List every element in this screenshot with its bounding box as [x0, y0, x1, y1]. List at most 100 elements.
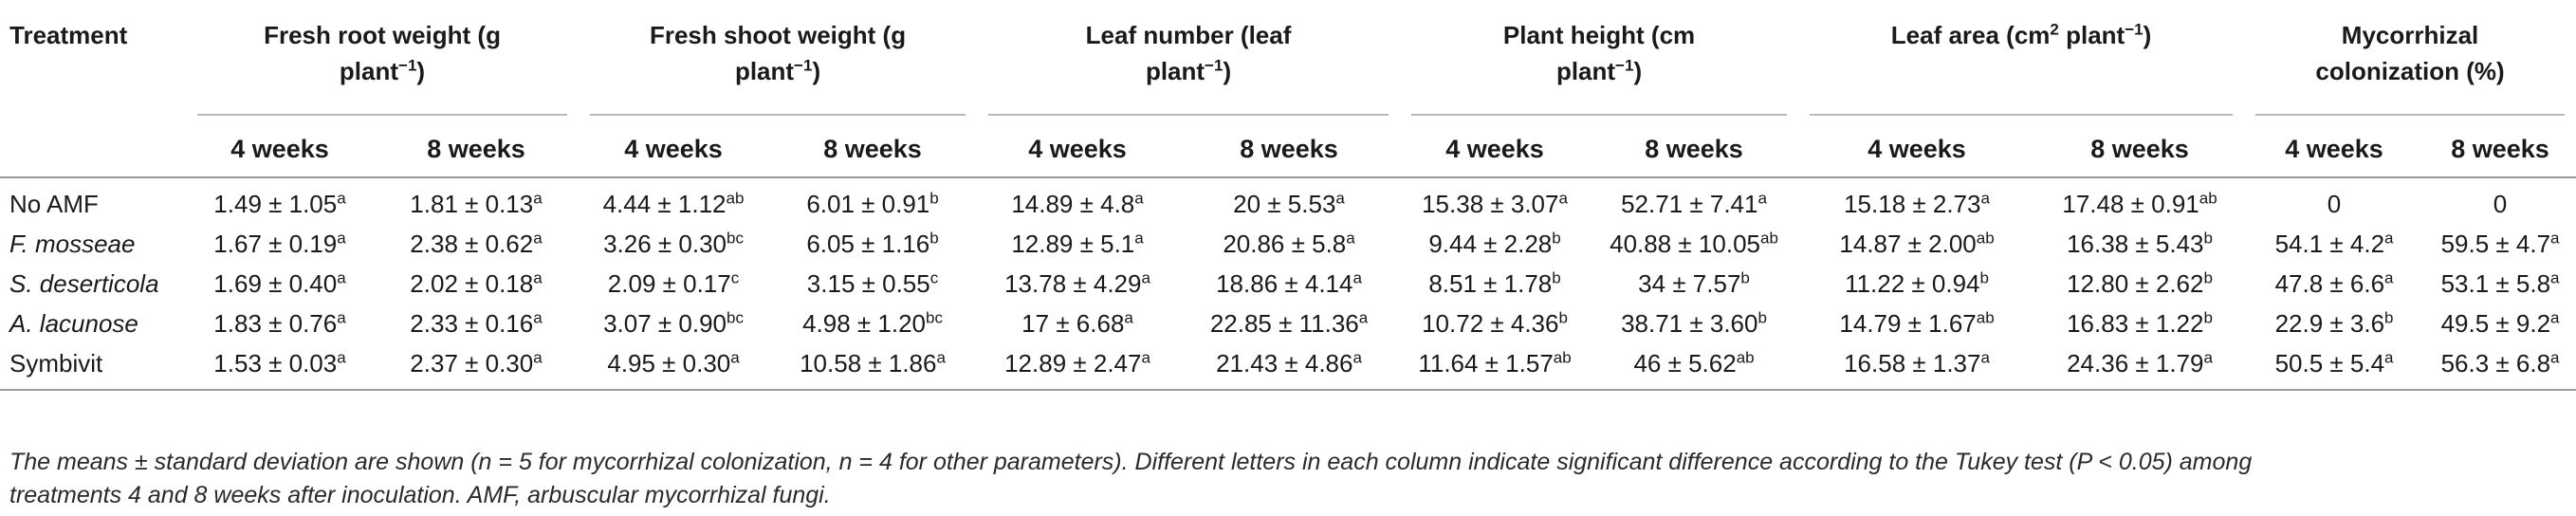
mean-sd-value: 50.5 ± 5.4 — [2274, 348, 2385, 378]
value-cell: 47.8 ± 6.6a — [2244, 264, 2424, 304]
significance-letter: a — [1124, 307, 1133, 326]
value-cell: 21.43 ± 4.86a — [1178, 343, 1401, 391]
significance-letter: a — [1141, 267, 1150, 286]
significance-letter: b — [1979, 267, 1989, 286]
mean-sd-value: 1.83 ± 0.76 — [213, 308, 338, 338]
value-cell: 10.58 ± 1.86a — [768, 343, 978, 391]
value-cell: 14.79 ± 1.67ab — [1798, 304, 2035, 343]
group-underline — [977, 114, 1400, 121]
value-cell: 10.72 ± 4.36b — [1400, 304, 1590, 343]
value-cell: 0 — [2424, 176, 2576, 224]
footnote-line: The means ± standard deviation are shown… — [9, 449, 2253, 475]
header-sup: −1 — [2125, 20, 2144, 39]
value-cell: 46 ± 5.62ab — [1590, 343, 1799, 391]
value-cell: 24.36 ± 1.79a — [2035, 343, 2245, 391]
value-cell: 13.78 ± 4.29a — [977, 264, 1178, 304]
mean-sd-value: 20 ± 5.53 — [1233, 189, 1336, 218]
value-cell: 14.89 ± 4.8a — [977, 176, 1179, 224]
value-cell: 3.15 ± 0.55c — [768, 264, 977, 304]
value-cell: 1.69 ± 0.40a — [186, 264, 374, 304]
value-cell: 12.80 ± 2.62b — [2035, 264, 2244, 304]
value-cell: 1.53 ± 0.03a — [186, 343, 374, 391]
significance-letter: b — [1552, 228, 1561, 247]
significance-letter: a — [1134, 188, 1144, 207]
header-underline-row — [0, 114, 2576, 121]
significance-letter: a — [533, 188, 543, 207]
significance-letter: a — [1358, 307, 1369, 326]
value-cell: 17 ± 6.68a — [977, 304, 1178, 343]
mean-sd-value: 14.87 ± 2.00 — [1839, 229, 1977, 258]
significance-letter: a — [533, 267, 543, 286]
value-cell: 11.64 ± 1.57ab — [1400, 343, 1591, 391]
header-text: Mycorrhizal — [2341, 21, 2479, 49]
mean-sd-value: 1.69 ± 0.40 — [213, 268, 338, 298]
header-text: Leaf area (cm — [1890, 21, 2051, 49]
significance-letter: a — [2384, 228, 2394, 247]
significance-letter: a — [1141, 347, 1150, 366]
significance-letter: a — [533, 347, 543, 366]
significance-letter: c — [929, 267, 939, 286]
mean-sd-value: 49.5 ± 9.2 — [2440, 308, 2551, 338]
header-text: Leaf number (leaf — [1085, 21, 1292, 49]
significance-letter: b — [929, 188, 939, 207]
group-underline — [1798, 114, 2244, 121]
value-cell: 4.95 ± 0.30a — [579, 343, 769, 391]
value-cell: 50.5 ± 5.4a — [2244, 343, 2425, 391]
header-sup: −1 — [398, 56, 417, 75]
value-cell: 4.44 ± 1.12ab — [579, 176, 769, 224]
mean-sd-value: 52.71 ± 7.41 — [1621, 189, 1758, 218]
header-weeks-row: 4 weeks 8 weeks 4 weeks 8 weeks 4 weeks … — [0, 121, 2576, 177]
mean-sd-value: 2.38 ± 0.62 — [410, 229, 534, 258]
value-cell: 53.1 ± 5.8a — [2424, 264, 2576, 304]
mean-sd-value: 54.1 ± 4.2 — [2274, 229, 2385, 258]
significance-letter: a — [1757, 188, 1767, 207]
mean-sd-value: 47.8 ± 6.6 — [2274, 268, 2385, 298]
header-plant-height: Plant height (cm plant−1) — [1400, 0, 1798, 114]
significance-letter: a — [1352, 267, 1362, 286]
significance-letter: a — [1134, 228, 1144, 247]
significance-letter: a — [2550, 307, 2560, 326]
mean-sd-value: 4.44 ± 1.12 — [602, 189, 727, 218]
significance-letter: a — [337, 267, 346, 286]
header-text: plant — [1145, 57, 1205, 85]
table-body: No AMF 1.49 ± 1.05a 1.81 ± 0.13a 4.44 ± 1.1… — [0, 176, 2576, 391]
header-fresh-shoot-weight: Fresh shoot weight (g plant−1) — [579, 0, 977, 114]
mean-sd-value: 9.44 ± 2.28 — [1428, 229, 1553, 258]
value-cell: 2.33 ± 0.16a — [374, 304, 579, 343]
mean-sd-value: 14.79 ± 1.67 — [1839, 308, 1977, 338]
header-mycorrhizal-colonization: Mycorrhizal colonization (%) — [2244, 0, 2576, 114]
header-group-row: Treatment Fresh root weight (g plant−1) … — [0, 0, 2576, 114]
value-cell: 6.05 ± 1.16b — [768, 224, 977, 264]
header-leaf-area: Leaf area (cm2 plant−1) — [1798, 0, 2244, 114]
value-cell: 0 — [2244, 176, 2425, 224]
header-text: ) — [1223, 57, 1232, 85]
mean-sd-value: 40.88 ± 10.05 — [1610, 229, 1760, 258]
header-sup: −1 — [794, 56, 813, 75]
value-cell: 22.9 ± 3.6b — [2244, 304, 2424, 343]
mean-sd-value: 2.02 ± 0.18 — [410, 268, 534, 298]
header-week: 4 weeks — [230, 135, 329, 163]
significance-letter: bc — [727, 228, 744, 247]
treatment-cell: No AMF — [0, 176, 186, 224]
header-text: ) — [2143, 21, 2152, 49]
significance-letter: b — [2203, 307, 2213, 326]
mean-sd-value: 1.53 ± 0.03 — [213, 348, 338, 378]
significance-letter: c — [730, 267, 740, 286]
value-cell: 3.26 ± 0.30bc — [579, 224, 768, 264]
mean-sd-value: 16.58 ± 1.37 — [1844, 348, 1981, 378]
treatment-cell: A. lacunose — [9, 308, 138, 338]
significance-letter: a — [1558, 188, 1568, 207]
significance-letter: a — [337, 347, 346, 366]
significance-letter: a — [533, 228, 543, 247]
significance-letter: ab — [1976, 307, 1995, 326]
header-text: plant — [339, 57, 399, 85]
significance-letter: a — [730, 347, 740, 366]
header-sup: −1 — [1205, 56, 1224, 75]
mean-sd-value: 16.83 ± 1.22 — [2067, 308, 2204, 338]
value-cell: 12.89 ± 2.47a — [977, 343, 1179, 391]
table-row: A. lacunose 1.83 ± 0.76a 2.33 ± 0.16a 3.07 … — [0, 304, 2576, 343]
significance-letter: ab — [1736, 347, 1755, 366]
significance-letter: ab — [1976, 228, 1995, 247]
mean-sd-value: 11.22 ± 0.94 — [1845, 268, 1980, 298]
